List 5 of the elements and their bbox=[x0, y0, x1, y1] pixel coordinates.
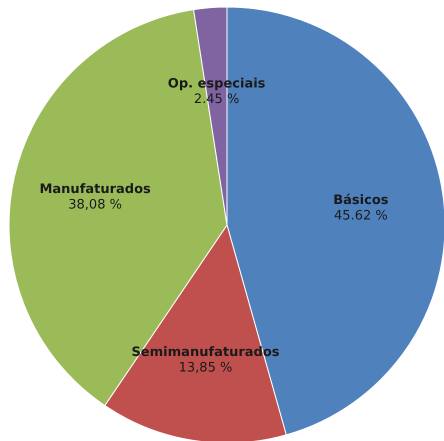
data-label: 45.62 % bbox=[334, 208, 388, 224]
slice-label: Básicos bbox=[333, 192, 389, 208]
slice-label: Manufaturados bbox=[39, 182, 152, 197]
data-label: 38,08 % bbox=[68, 197, 122, 212]
data-label: 13,85 % bbox=[178, 360, 232, 376]
